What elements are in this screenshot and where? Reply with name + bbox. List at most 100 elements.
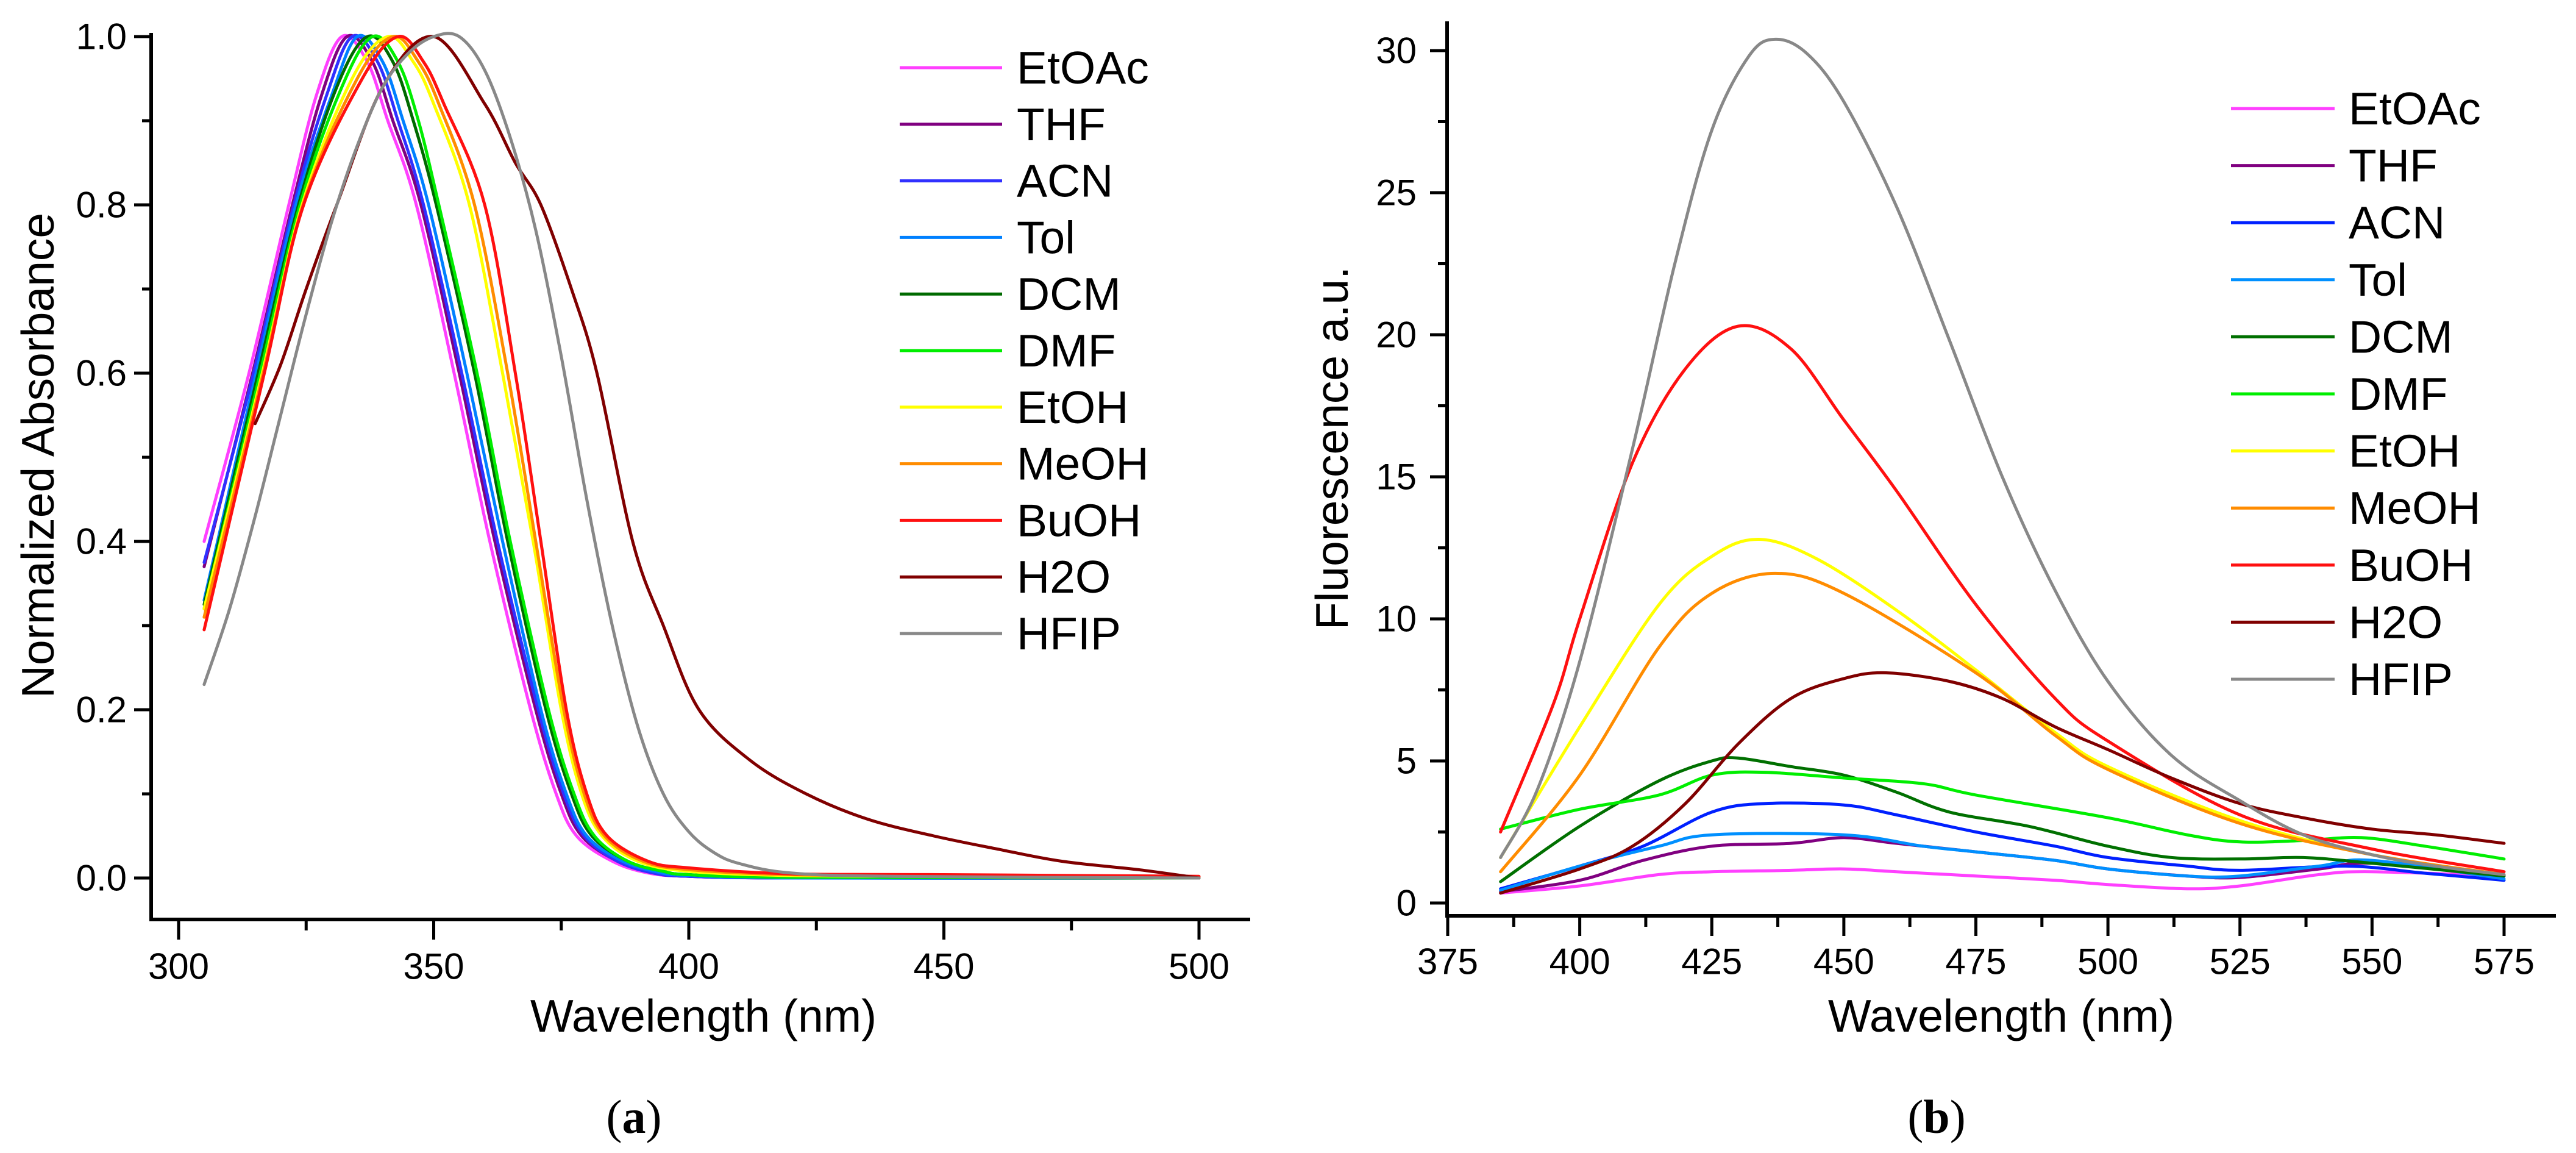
legend-item: EtOAc (900, 42, 1149, 93)
legend-label: DMF (1017, 325, 1115, 376)
series-group (1499, 37, 2506, 895)
legend-item: DMF (2231, 368, 2447, 419)
legend-item: DCM (900, 268, 1121, 319)
caption-letter: a (622, 1090, 646, 1143)
legend-label: BuOH (2349, 540, 2473, 591)
caption-open-paren: ( (1907, 1090, 1923, 1143)
caption-close-paren: ) (1950, 1090, 1966, 1143)
legend-item: EtOAc (2231, 83, 2481, 134)
panel-caption: (b) (1907, 1090, 1965, 1143)
y-axis-title: Normalized Absorbance (12, 213, 63, 698)
x-tick-label: 500 (2077, 941, 2138, 982)
series-line-dmf (202, 34, 1201, 880)
legend-label: Tol (1017, 212, 1075, 263)
x-tick-label: 400 (658, 946, 719, 987)
y-tick-label: 0.2 (76, 690, 127, 730)
legend-label: THF (1017, 99, 1106, 150)
y-tick-label: 5 (1397, 741, 1417, 782)
y-tick-label: 0 (1397, 883, 1417, 924)
legend-item: THF (900, 99, 1106, 150)
series-line-dmf (1499, 770, 2506, 861)
y-tick-label: 1.0 (76, 16, 127, 57)
legend-item: BuOH (900, 494, 1141, 546)
legend-label: THF (2349, 140, 2438, 191)
legend-label: BuOH (1017, 494, 1141, 546)
legend-item: H2O (2231, 596, 2443, 648)
legend-label: ACN (1017, 155, 1113, 207)
x-tick-label: 300 (148, 946, 209, 987)
series-line-dcm (1499, 755, 2506, 883)
legend-item: THF (2231, 140, 2438, 191)
legend-label: MeOH (1017, 438, 1149, 490)
x-tick-label: 550 (2341, 941, 2402, 982)
legend-item: EtOH (900, 382, 1128, 433)
y-tick-label: 15 (1376, 457, 1417, 498)
legend-item: ACN (900, 155, 1113, 207)
series-line-etoac (1499, 867, 2506, 895)
series-line-h2o (1499, 671, 2506, 895)
legend-item: Tol (2231, 254, 2407, 305)
caption-open-paren: ( (607, 1090, 622, 1143)
panel-caption: (a) (607, 1090, 662, 1143)
legend-item: EtOH (2231, 426, 2460, 477)
x-tick-label: 350 (403, 946, 464, 987)
x-tick-label: 375 (1417, 941, 1478, 982)
x-tick-label: 575 (2474, 941, 2535, 982)
legend-item: HFIP (2231, 654, 2453, 705)
legend-item: MeOH (900, 438, 1149, 490)
y-tick-label: 0.4 (76, 521, 127, 562)
panel-b-fluorescence-chart: Wavelength (nm) Fluorescence a.u. (b) 37… (1306, 21, 2556, 1143)
legend-item: DMF (900, 325, 1115, 376)
legend-item: MeOH (2231, 482, 2481, 534)
legend-label: EtOAc (1017, 42, 1149, 93)
caption-letter: b (1923, 1090, 1949, 1143)
x-tick-label: 475 (1945, 941, 2006, 982)
series-line-etoh (1499, 537, 2506, 876)
x-axis-title: Wavelength (nm) (530, 990, 877, 1041)
series-line-hfip (202, 32, 1201, 880)
legend-label: HFIP (2349, 654, 2453, 705)
legend-label: EtOAc (2349, 83, 2481, 134)
legend-label: HFIP (1017, 608, 1121, 659)
legend-item: HFIP (900, 608, 1121, 659)
legend-item: Tol (900, 212, 1075, 263)
x-tick-label: 525 (2210, 941, 2271, 982)
series-line-buoh (202, 35, 1201, 878)
x-tick-label: 450 (1813, 941, 1874, 982)
x-axis-title: Wavelength (nm) (1828, 990, 2174, 1041)
legend-label: EtOH (1017, 382, 1128, 433)
y-axis-title: Fluorescence a.u. (1306, 266, 1357, 630)
legend-label: H2O (1017, 551, 1111, 602)
legend-item: H2O (900, 551, 1111, 602)
x-tick-label: 450 (913, 946, 974, 987)
series-line-meoh (1499, 571, 2506, 876)
series-group (202, 32, 1201, 880)
legend-label: H2O (2349, 596, 2443, 648)
y-tick-label: 10 (1376, 599, 1417, 640)
legend-label: DCM (2349, 311, 2453, 362)
x-tick-label: 400 (1550, 941, 1610, 982)
legend-label: DMF (2349, 368, 2447, 419)
y-tick-label: 0.8 (76, 185, 127, 226)
y-tick-label: 30 (1376, 30, 1417, 71)
legend-label: Tol (2349, 254, 2407, 305)
y-tick-label: 25 (1376, 173, 1417, 213)
legend-item: ACN (2231, 197, 2445, 248)
x-tick-label: 425 (1681, 941, 1742, 982)
y-tick-label: 20 (1376, 315, 1417, 355)
y-tick-label: 0.6 (76, 353, 127, 394)
series-line-buoh (1499, 324, 2506, 874)
series-line-hfip (1499, 37, 2506, 876)
x-tick-label: 500 (1169, 946, 1229, 987)
y-tick-label: 0.0 (76, 858, 127, 899)
legend-label: EtOH (2349, 426, 2460, 477)
legend-label: DCM (1017, 268, 1121, 319)
series-line-tol (1499, 832, 2506, 892)
caption-close-paren: ) (646, 1090, 662, 1143)
legend-label: ACN (2349, 197, 2445, 248)
legend-label: MeOH (2349, 482, 2481, 534)
panel-a-absorbance-chart: Wavelength (nm) Normalized Absorbance (a… (12, 16, 1250, 1143)
